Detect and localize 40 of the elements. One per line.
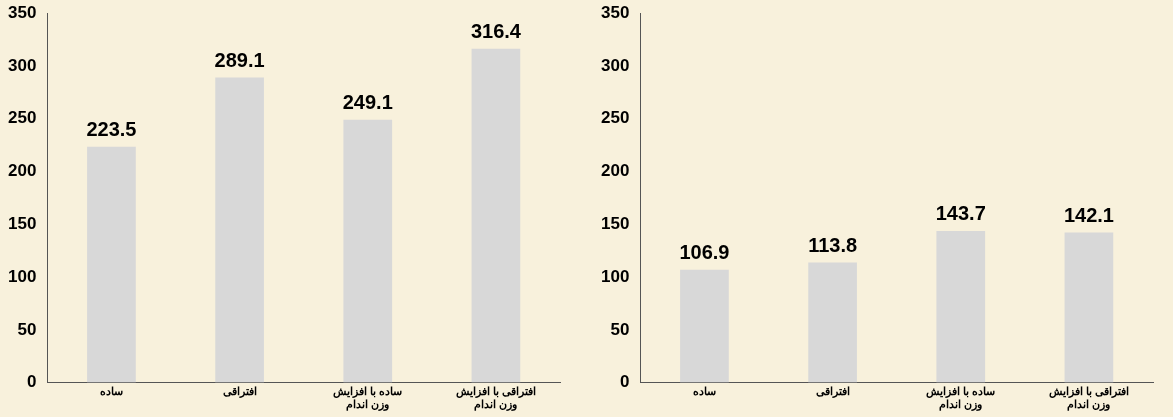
x-tick-label: افتراقی [222, 385, 257, 399]
data-label: 316.4 [470, 20, 522, 43]
y-tick-label: 250 [7, 108, 37, 128]
y-tick-label: 300 [600, 55, 630, 75]
y-tick-label: 300 [7, 55, 37, 75]
y-tick-label: 0 [619, 372, 630, 392]
x-tick-label: ساده با افزایش وزن اندام [333, 385, 403, 412]
x-tick-label: ساده [99, 385, 123, 398]
y-tick-label: 350 [7, 2, 37, 22]
y-tick-label: 350 [600, 2, 630, 22]
bar [1064, 232, 1114, 383]
y-tick-label: 200 [600, 161, 630, 181]
x-tick-label: ساده با افزایش وزن اندام [926, 385, 996, 412]
data-label: 106.9 [679, 241, 730, 264]
x-tick-label: ساده [692, 385, 716, 398]
bar [87, 146, 136, 383]
bar [343, 119, 393, 383]
x-tick-label: افتراقی با افزایش وزن اندام [455, 385, 536, 412]
bar [215, 77, 264, 383]
y-tick-label: 150 [600, 213, 630, 233]
data-label: 113.8 [808, 234, 858, 257]
y-tick-label: 250 [600, 108, 630, 128]
y-tick-label: 0 [26, 372, 37, 392]
x-tick-label: افتراقی با افزایش وزن اندام [1048, 385, 1129, 412]
y-tick-label: 100 [600, 266, 630, 286]
y-tick-label: 50 [610, 319, 630, 339]
y-tick-label: 200 [7, 161, 37, 181]
bar [680, 269, 729, 383]
y-tick-label: 150 [7, 213, 37, 233]
bar [936, 230, 986, 383]
bar [471, 48, 521, 383]
x-tick-label: افتراقی [815, 385, 850, 399]
data-label: 223.5 [86, 118, 137, 141]
data-label: 143.7 [935, 202, 986, 225]
data-label: 142.1 [1063, 204, 1114, 227]
y-tick-label: 50 [17, 319, 37, 339]
bar [808, 262, 857, 383]
data-label: 249.1 [342, 91, 393, 114]
y-tick-label: 100 [7, 266, 37, 286]
data-label: 289.1 [214, 48, 265, 71]
